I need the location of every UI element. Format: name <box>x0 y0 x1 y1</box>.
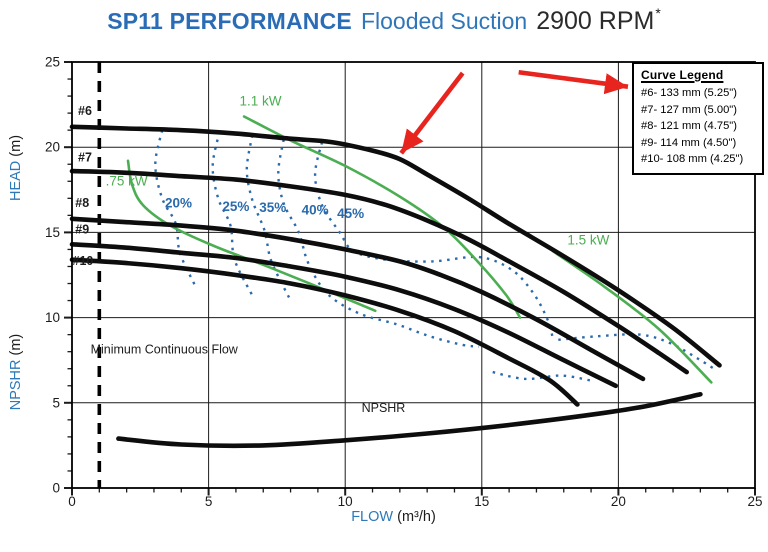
power-line-power-075 <box>126 159 377 313</box>
y-tick-label: 15 <box>45 225 60 240</box>
x-tick-label: 5 <box>205 494 213 509</box>
head-curve-#7 <box>69 168 689 375</box>
head-curve-#6 <box>69 124 722 368</box>
title-model: SP11 PERFORMANCE <box>107 8 352 34</box>
legend-entry: #8- 121 mm (4.75") <box>641 120 737 133</box>
head-curve-label-#6: #6 <box>78 104 92 118</box>
x-axis-title: FLOW (m³/h) <box>351 509 436 525</box>
efficiency-contour-45% <box>313 141 554 339</box>
head-curve-label-#7: #7 <box>78 151 92 165</box>
legend-title: Curve Legend <box>641 68 724 82</box>
power-line-power-110 <box>242 115 522 319</box>
x-tick-label: 0 <box>68 494 76 509</box>
red-arrow-to-legend <box>518 69 629 95</box>
legend-entry: #10- 108 mm (4.25") <box>641 153 744 166</box>
x-tick-label: 20 <box>611 494 626 509</box>
power-label-power-110: 1.1 kW <box>240 93 282 108</box>
legend-entry: #6- 133 mm (5.25") <box>641 87 737 99</box>
efficiency-contour-40% <box>277 139 480 348</box>
npshr-curve-label: NPSHR <box>362 401 406 415</box>
y-tick-label: 10 <box>45 310 60 325</box>
power-label-power-150: 1.5 kW <box>567 232 609 247</box>
power-line-power-150 <box>551 249 713 384</box>
head-curve-label-#10: #10 <box>73 254 94 268</box>
npshr-curve <box>116 392 703 449</box>
head-curve-#9 <box>69 242 618 389</box>
chart-title: SP11 PERFORMANCE Flooded Suction 2900 RP… <box>0 5 768 36</box>
efficiency-label-25%: 25% <box>222 199 249 214</box>
red-arrow-to-curve <box>399 71 465 155</box>
head-curve-#10 <box>69 257 580 407</box>
head-curve-label-#9: #9 <box>75 222 89 236</box>
efficiency-label-40%: 40% <box>302 203 329 218</box>
head-curve-#8 <box>69 216 646 382</box>
head-curve-label-#8: #8 <box>75 196 89 210</box>
legend-entries: #6- 133 mm (5.25") #7- 127 mm (5.00") #8- … <box>641 85 756 168</box>
power-label-power-075: .75 kW <box>106 174 148 189</box>
efficiency-label-45%: 45% <box>337 206 364 221</box>
footnote-asterisk: * <box>655 5 661 21</box>
title-subtitle: Flooded Suction <box>360 8 528 34</box>
efficiency-label-35%: 35% <box>259 200 286 215</box>
y-tick-label: 20 <box>45 140 60 155</box>
head-axis-title: HEAD (m) <box>8 135 24 201</box>
legend-entry: #9- 114 mm (4.50") <box>641 136 737 149</box>
y-tick-label: 0 <box>52 481 60 496</box>
x-tick-label: 25 <box>747 494 762 509</box>
npshr-axis-title: NPSHR (m) <box>8 334 24 411</box>
efficiency-contour-35% <box>245 135 292 302</box>
plot-frame <box>71 61 756 489</box>
efficiency-label-20%: 20% <box>165 196 192 211</box>
y-tick-label: 25 <box>45 55 60 70</box>
x-tick-label: 15 <box>474 494 489 509</box>
legend-entry: #7- 127 mm (5.00") <box>641 103 737 116</box>
title-rpm: 2900 RPM* <box>536 5 661 35</box>
min-flow-label: Minimum Continuous Flow <box>91 342 239 356</box>
x-tick-label: 10 <box>338 494 353 509</box>
y-tick-label: 5 <box>52 395 60 410</box>
curve-legend: Curve Legend #6- 133 mm (5.25") #7- 127 m… <box>632 62 764 175</box>
